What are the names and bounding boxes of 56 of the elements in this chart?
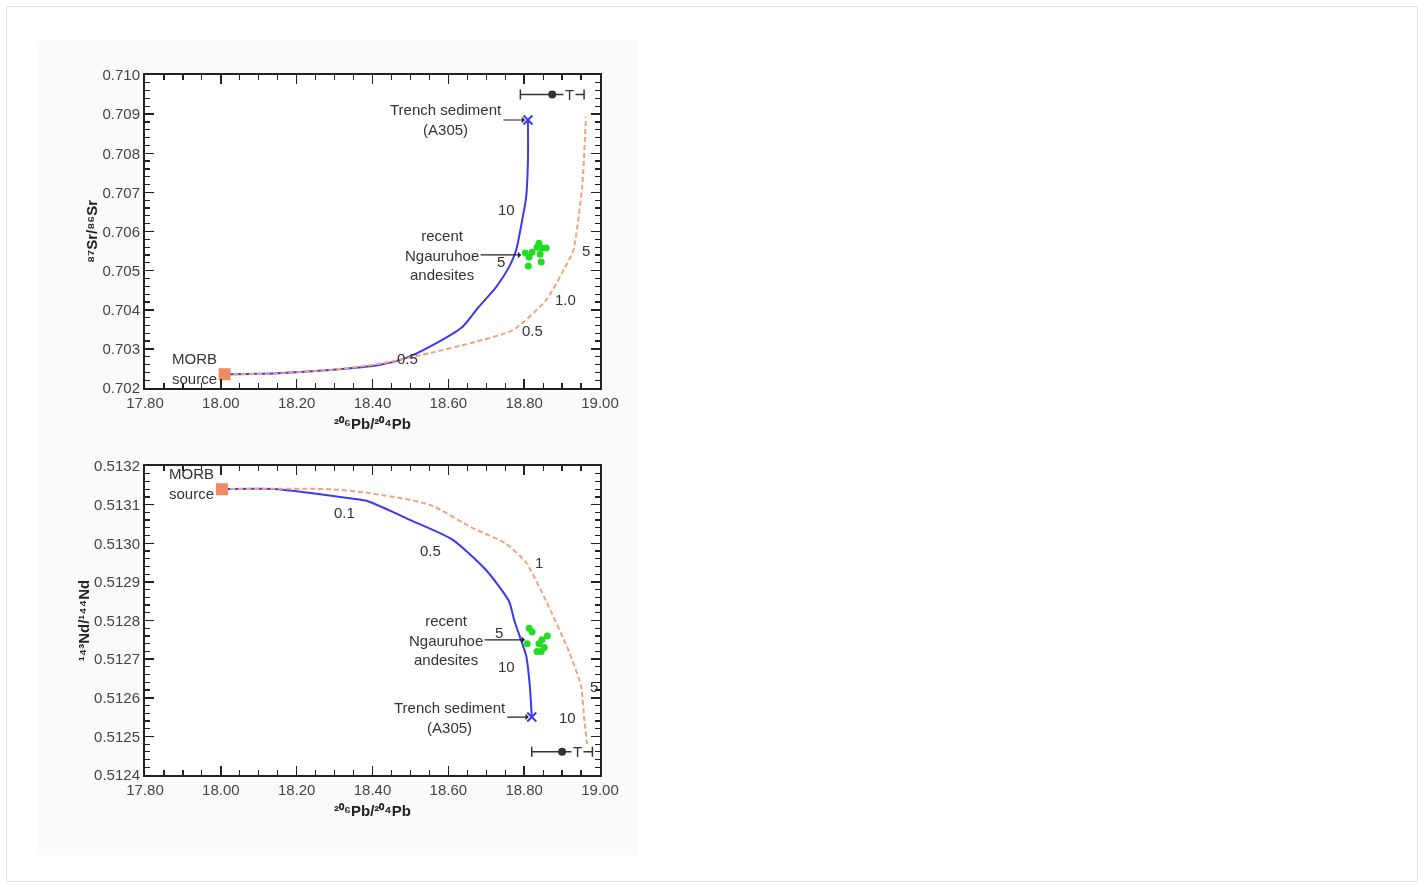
y-tick-label: 0.5124 xyxy=(94,766,140,784)
annotation: 0.5 xyxy=(522,322,543,339)
annotation: 5 xyxy=(495,624,504,641)
y-tick-label: 0.705 xyxy=(102,261,140,279)
x-tick-label: 18.60 xyxy=(429,394,468,411)
annotation: Trench sediment (A305) xyxy=(390,101,502,138)
x-tick-label: 18.20 xyxy=(277,781,316,798)
x-tick-label: 18.00 xyxy=(202,781,240,798)
y-tick-label: 0.5129 xyxy=(94,573,140,591)
annotation: 10 xyxy=(559,709,576,726)
y-tick-label: 0.708 xyxy=(102,144,140,162)
y-tick-label: 0.709 xyxy=(102,105,140,123)
x-tick-label: 18.80 xyxy=(505,781,543,798)
annotation: MORB source xyxy=(172,350,218,387)
y-tick-label: 0.5126 xyxy=(94,689,140,706)
y-tick-label: 0.5132 xyxy=(94,457,140,475)
x-tick-label: 18.40 xyxy=(353,394,392,411)
annotation: 10 xyxy=(498,201,515,218)
x-tick-label: 18.00 xyxy=(202,394,240,411)
annotation: 1 xyxy=(535,554,544,571)
annotation: 0.1 xyxy=(334,504,355,521)
x-tick-label: 19.00 xyxy=(581,781,619,798)
annotation: 0.5 xyxy=(420,542,441,559)
x-axis-title: ²⁰⁶Pb/²⁰⁴Pb xyxy=(334,414,411,432)
annotation: Trench sediment (A305) xyxy=(394,699,506,736)
y-tick-label: 0.5127 xyxy=(94,650,140,668)
annotation: T xyxy=(565,86,575,103)
y-axis-title: ⁸⁷Sr/⁸⁶Sr xyxy=(83,199,101,264)
y-tick-label: 0.5130 xyxy=(94,534,140,552)
x-tick-label: 17.80 xyxy=(126,394,164,411)
y-tick-label: 0.704 xyxy=(102,301,140,318)
annotation: 5 xyxy=(590,678,599,695)
x-tick-label: 17.80 xyxy=(126,781,164,798)
y-tick-label: 0.702 xyxy=(102,379,140,397)
x-axis-title: ²⁰⁶Pb/²⁰⁴Pb xyxy=(334,801,411,819)
annotation: 1.0 xyxy=(555,291,576,308)
y-tick-label: 0.5131 xyxy=(94,495,140,513)
y-tick-label: 0.5125 xyxy=(94,727,140,745)
y-tick-label: 0.707 xyxy=(102,183,140,201)
annotation: T xyxy=(573,743,583,760)
annotation: 5 xyxy=(497,253,506,270)
y-tick-label: 0.710 xyxy=(102,66,140,84)
annotation: recent Ngauruhoe andesites xyxy=(405,227,480,283)
x-tick-label: 18.80 xyxy=(505,394,543,411)
y-tick-label: 0.5128 xyxy=(94,611,140,629)
annotation: MORB source xyxy=(169,465,215,502)
x-tick-label: 18.20 xyxy=(277,394,316,411)
annotation: 5 xyxy=(582,242,591,259)
y-axis-title: ¹⁴³Nd/¹⁴⁴Nd xyxy=(75,579,93,662)
annotation: 10 xyxy=(498,658,515,675)
annotation: recent Ngauruhoe andesites xyxy=(409,612,484,668)
y-tick-label: 0.703 xyxy=(102,340,140,358)
x-tick-label: 18.40 xyxy=(353,781,392,798)
x-tick-label: 19.00 xyxy=(581,394,619,411)
x-tick-label: 18.60 xyxy=(429,781,468,798)
y-tick-label: 0.706 xyxy=(102,222,140,240)
